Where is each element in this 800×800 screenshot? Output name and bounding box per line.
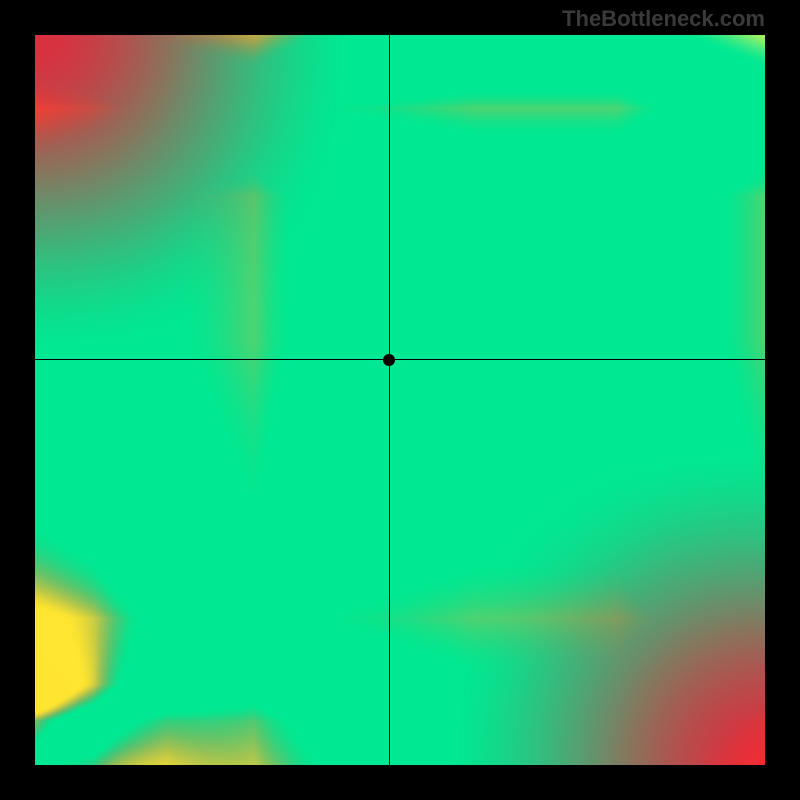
crosshair-horizontal xyxy=(35,359,765,360)
bottleneck-marker xyxy=(383,354,395,366)
crosshair-vertical xyxy=(389,35,390,765)
plot-area xyxy=(35,35,765,765)
chart-container: TheBottleneck.com xyxy=(0,0,800,800)
heatmap-canvas xyxy=(35,35,765,765)
watermark-text: TheBottleneck.com xyxy=(562,6,765,32)
